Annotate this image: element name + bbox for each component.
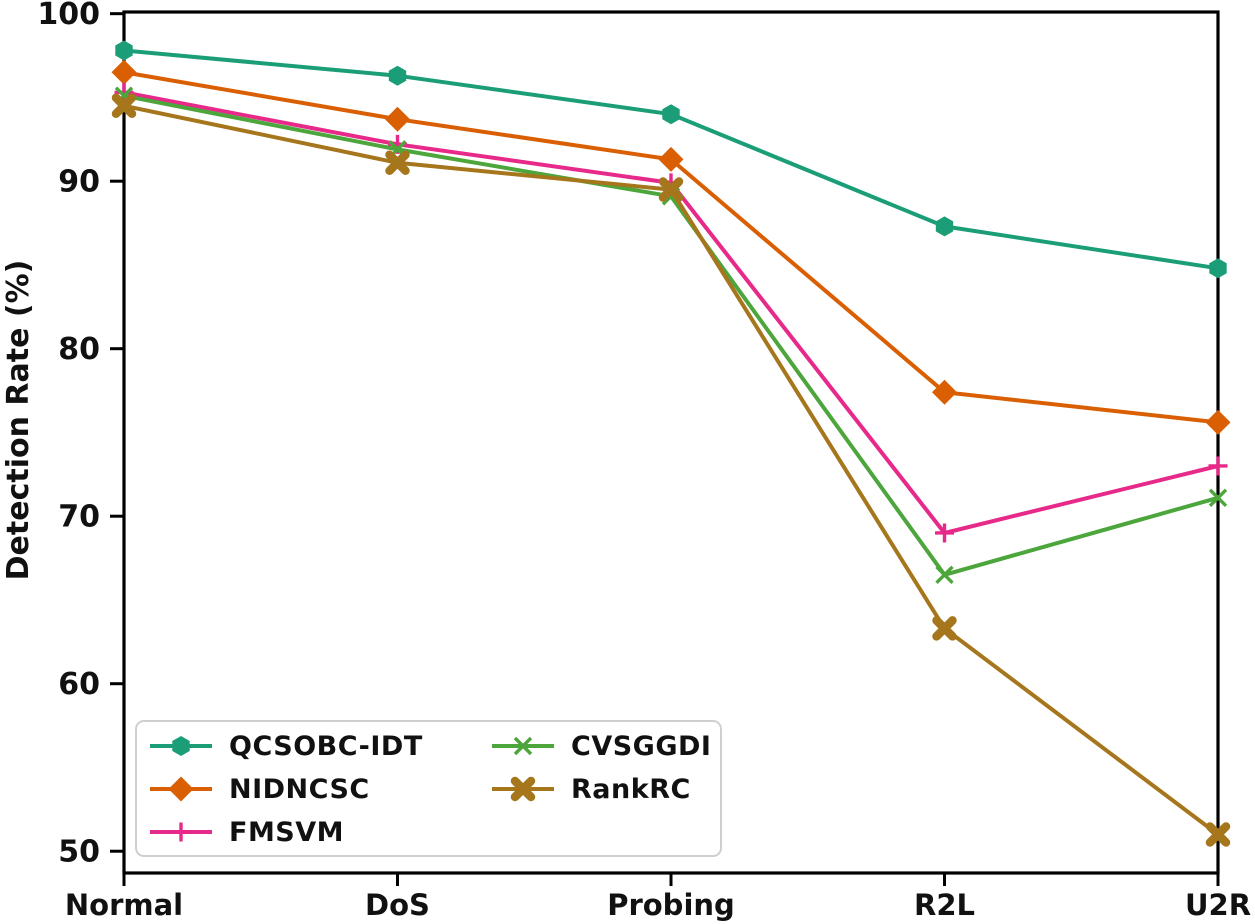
y-tick-label: 70 (58, 500, 100, 535)
legend-marker-FMSVM (150, 822, 212, 842)
series-NIDNCSC (111, 59, 1231, 435)
legend-label-FMSVM: FMSVM (229, 816, 345, 848)
data-point-NIDNCSC-U2R (1205, 409, 1231, 435)
data-point-QCSOBC-IDT-Normal (115, 40, 133, 61)
x-tick-label-R2L: R2L (914, 888, 975, 922)
data-point-CVSGGDI-U2R (1208, 488, 1228, 507)
legend-marker-QCSOBC-IDT (150, 736, 212, 756)
y-tick-label: 100 (37, 0, 100, 32)
data-point-QCSOBC-IDT-U2R (1209, 258, 1227, 279)
y-axis-label: Detection Rate (%) (1, 260, 36, 581)
legend-label-CVSGGDI: CVSGGDI (571, 730, 712, 762)
data-point-RankRC-Probing (658, 177, 684, 202)
legend-item-QCSOBC-IDT: QCSOBC-IDT (147, 729, 423, 763)
data-point-RankRC-U2R (1205, 822, 1231, 847)
legend-marker-CVSGGDI (492, 736, 554, 756)
x-tick-label-Normal: Normal (65, 888, 183, 922)
y-tick-label: 60 (58, 667, 100, 702)
data-point-RankRC-DoS (385, 150, 410, 176)
x-tick-label-Probing: Probing (607, 888, 735, 922)
data-point-NIDNCSC-Normal (111, 59, 137, 85)
legend-item-NIDNCSC: NIDNCSC (147, 772, 370, 806)
legend-marker-NIDNCSC (150, 776, 212, 802)
legend: QCSOBC-IDT NIDNCSC FMSVM CVSGGDI RankRC (135, 720, 722, 857)
data-point-NIDNCSC-DoS (385, 106, 410, 132)
legend-label-QCSOBC-IDT: QCSOBC-IDT (229, 730, 423, 762)
data-point-QCSOBC-IDT-Probing (662, 104, 680, 125)
data-point-QCSOBC-IDT-R2L (935, 216, 954, 237)
series-QCSOBC-IDT (115, 40, 1227, 279)
data-point-RankRC-Normal (111, 93, 137, 119)
data-point-NIDNCSC-Probing (658, 146, 684, 172)
data-point-CVSGGDI-R2L (935, 565, 954, 585)
y-tick-label: 90 (58, 165, 100, 200)
legend-item-CVSGGDI: CVSGGDI (489, 729, 711, 763)
legend-label-RankRC: RankRC (571, 773, 691, 805)
legend-item-FMSVM: FMSVM (147, 815, 344, 849)
x-tick-label-DoS: DoS (365, 888, 430, 922)
data-point-FMSVM-R2L (935, 523, 954, 543)
series-RankRC (111, 93, 1231, 847)
x-tick-label-U2R: U2R (1185, 888, 1251, 922)
legend-item-RankRC: RankRC (489, 772, 691, 806)
legend-marker-RankRC (492, 776, 554, 802)
data-point-QCSOBC-IDT-DoS (388, 65, 407, 86)
data-point-NIDNCSC-R2L (932, 379, 957, 405)
data-point-FMSVM-U2R (1208, 456, 1228, 476)
y-tick-label: 80 (58, 332, 100, 367)
legend-label-NIDNCSC: NIDNCSC (229, 773, 370, 805)
y-tick-label: 50 (58, 835, 100, 870)
data-point-FMSVM-Normal (114, 82, 134, 102)
data-point-RankRC-R2L (932, 616, 957, 641)
